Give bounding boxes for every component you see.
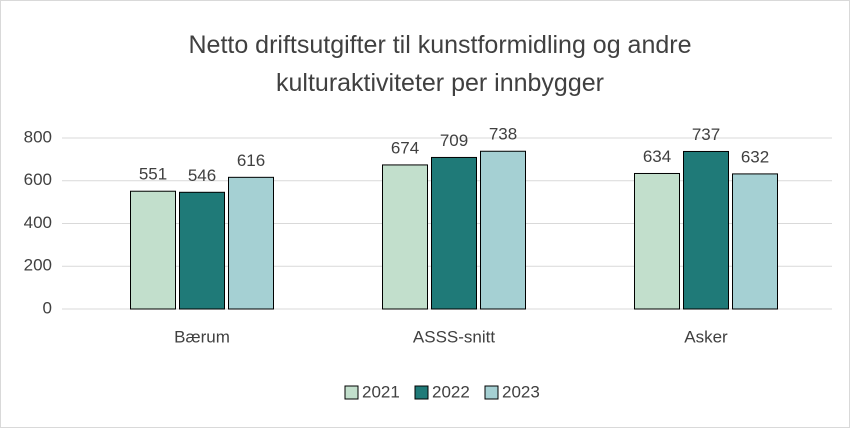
legend-swatch [414,385,429,400]
legend-swatch [344,385,359,400]
x-tick-label: Asker [684,327,728,346]
data-label: 709 [440,131,468,150]
chart-title: Netto driftsutgifter til kunstformidling… [188,31,692,97]
legend-label: 2021 [362,382,400,401]
bar [732,173,778,310]
data-label: 546 [188,166,216,185]
y-tick-label: 0 [43,298,52,317]
data-label: 616 [237,151,265,170]
legend-swatch [484,385,499,400]
data-label: 632 [741,147,769,166]
bar [382,164,428,310]
y-tick-label: 800 [24,127,52,146]
x-tick-label: ASSS-snitt [413,327,495,346]
x-tick-label: Bærum [174,327,230,346]
data-label: 551 [139,165,167,184]
bar [431,156,477,310]
data-label: 738 [489,125,517,144]
data-label: 634 [643,147,671,166]
data-label: 737 [692,125,720,144]
bar [228,176,274,310]
bar [683,150,729,310]
legend-label: 2022 [432,382,470,401]
data-label: 674 [391,138,419,157]
bar [634,172,680,310]
y-tick-label: 600 [24,170,52,189]
bar [480,150,526,310]
y-tick-label: 400 [24,213,52,232]
bar [130,190,176,310]
y-tick-label: 200 [24,256,52,275]
legend-label: 2023 [502,382,540,401]
bar [179,191,225,310]
